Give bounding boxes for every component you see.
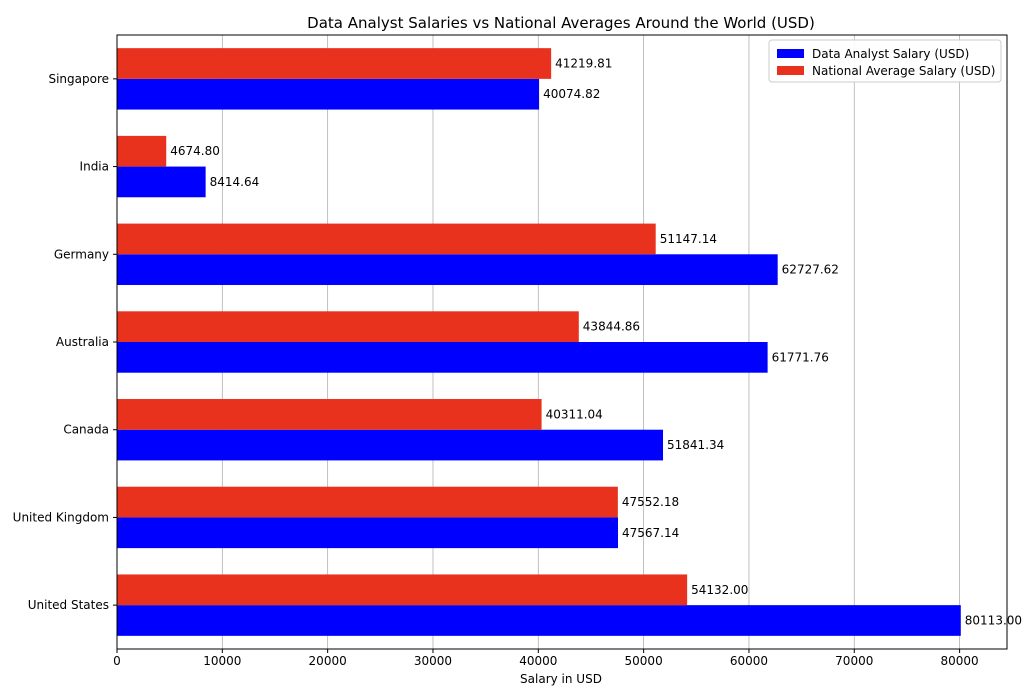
bar-data-analyst-salary bbox=[117, 166, 206, 198]
legend: Data Analyst Salary (USD) National Averag… bbox=[768, 39, 1002, 83]
bar-value-label: 47552.18 bbox=[622, 495, 679, 509]
y-tick-label: Germany bbox=[54, 247, 109, 261]
bar-value-label: 41219.81 bbox=[555, 57, 612, 71]
legend-box bbox=[768, 39, 1002, 83]
x-axis-label: Salary in USD bbox=[520, 672, 602, 686]
x-tick-label: 40000 bbox=[519, 654, 557, 668]
bar-national-average-salary bbox=[117, 135, 167, 167]
bar-value-label: 40074.82 bbox=[543, 87, 600, 101]
bar-value-label: 4674.80 bbox=[170, 144, 220, 158]
y-axis: United States United Kingdom Canada Austral… bbox=[13, 72, 117, 612]
x-tick-label: 50000 bbox=[625, 654, 663, 668]
x-tick-label: 30000 bbox=[414, 654, 452, 668]
bar-data-analyst-salary bbox=[117, 342, 768, 373]
bar-data-analyst-salary bbox=[117, 429, 664, 461]
bar-data-analyst-salary bbox=[117, 517, 619, 549]
bar-national-average-salary bbox=[117, 311, 579, 342]
bar-value-label: 47567.14 bbox=[622, 526, 679, 540]
bar-national-average-salary bbox=[117, 486, 618, 518]
y-tick-label: United Kingdom bbox=[13, 510, 109, 524]
chart-title: Data Analyst Salaries vs National Averag… bbox=[307, 14, 815, 32]
bar-value-label: 51147.14 bbox=[660, 232, 717, 246]
y-tick-label: Canada bbox=[63, 423, 109, 437]
bar-value-label: 40311.04 bbox=[546, 407, 603, 421]
legend-swatch bbox=[777, 66, 804, 75]
bar-data-analyst-salary bbox=[117, 254, 778, 285]
legend-label: Data Analyst Salary (USD) bbox=[812, 47, 969, 61]
bar-value-label: 51841.34 bbox=[667, 438, 724, 452]
x-axis: 0 10000 20000 30000 40000 50000 60000 70000 8000… bbox=[113, 649, 979, 668]
bars bbox=[117, 48, 961, 636]
x-tick-label: 0 bbox=[113, 654, 121, 668]
bar-data-analyst-salary bbox=[117, 78, 540, 110]
bar-national-average-salary bbox=[117, 223, 656, 255]
bar-national-average-salary bbox=[117, 399, 542, 430]
bar-value-label: 8414.64 bbox=[210, 175, 260, 189]
bar-value-label: 54132.00 bbox=[691, 583, 748, 597]
bar-national-average-salary bbox=[117, 48, 552, 79]
y-tick-label: United States bbox=[28, 598, 109, 612]
y-tick-label: Singapore bbox=[48, 72, 109, 86]
x-tick-label: 80000 bbox=[941, 654, 979, 668]
y-tick-label: Australia bbox=[56, 335, 109, 349]
bar-value-label: 62727.62 bbox=[782, 263, 839, 277]
bar-value-label: 80113.00 bbox=[965, 613, 1022, 627]
y-tick-label: India bbox=[80, 160, 109, 174]
bar-data-analyst-salary bbox=[117, 605, 961, 636]
bar-national-average-salary bbox=[117, 574, 688, 606]
bar-value-label: 61771.76 bbox=[772, 350, 829, 364]
x-tick-label: 20000 bbox=[309, 654, 347, 668]
bar-labels: 80113.00 54132.00 47567.14 47552.18 51841.34… bbox=[170, 57, 1022, 628]
legend-swatch bbox=[777, 49, 804, 58]
legend-label: National Average Salary (USD) bbox=[812, 64, 995, 78]
x-tick-label: 10000 bbox=[203, 654, 241, 668]
x-tick-label: 70000 bbox=[835, 654, 873, 668]
bar-value-label: 43844.86 bbox=[583, 320, 640, 334]
x-tick-label: 60000 bbox=[730, 654, 768, 668]
